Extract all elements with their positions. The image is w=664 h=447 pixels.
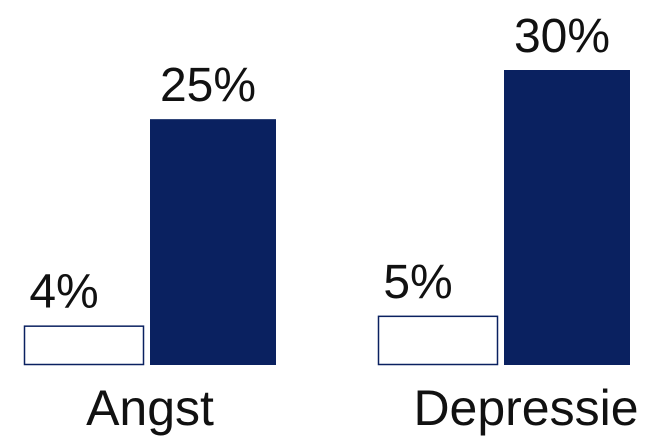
bar-angst-filled — [150, 119, 276, 366]
bar-depressie-outline — [377, 315, 499, 366]
bar-depressie-filled — [504, 70, 630, 365]
bar-angst-outline — [23, 325, 145, 366]
data-label-angst-filled: 25% — [160, 59, 256, 112]
category-label-angst: Angst — [86, 380, 214, 436]
data-label-angst-outline: 4% — [29, 266, 98, 319]
data-label-depressie-outline: 5% — [383, 256, 452, 309]
category-label-depressie: Depressie — [413, 380, 638, 436]
data-label-depressie-filled: 30% — [514, 10, 610, 63]
